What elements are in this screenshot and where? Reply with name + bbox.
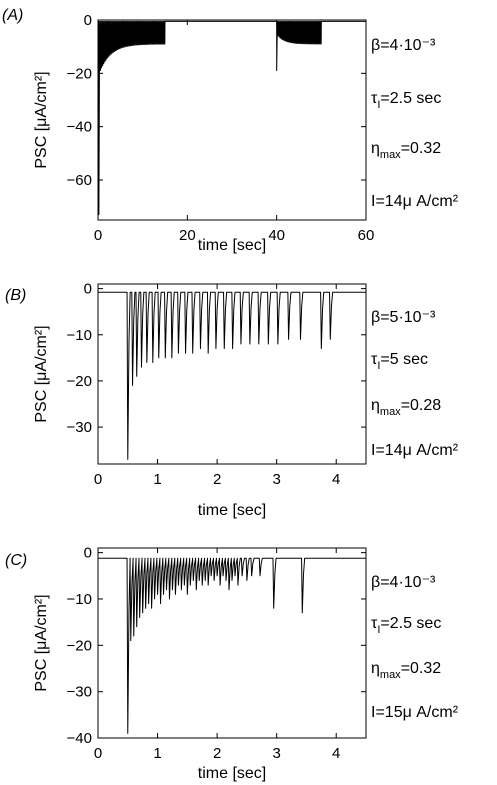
y-tick-label: −10	[67, 591, 92, 608]
y-tick-label: −30	[67, 419, 92, 436]
param-current: I=14μ A/cm²	[371, 442, 459, 459]
x-tick-label: 3	[272, 471, 280, 488]
x-axis-label: time [sec]	[198, 237, 266, 254]
panel-label: (A)	[2, 7, 23, 24]
x-tick-label: 60	[358, 227, 375, 244]
y-axis-label: PSC [μA/cm²]	[33, 594, 50, 691]
y-tick-label: 0	[84, 281, 92, 298]
y-tick-label: −40	[67, 730, 92, 747]
y-tick-label: −60	[67, 172, 92, 189]
x-tick-label: 2	[213, 745, 221, 762]
param-current: I=14μ A/cm²	[371, 193, 459, 210]
param-eta-max: ηmax=0.32	[371, 140, 441, 161]
psc-trace-C	[98, 557, 366, 734]
x-tick-label: 0	[94, 471, 102, 488]
param-beta: β=5·10⁻³	[371, 309, 436, 326]
y-tick-label: −20	[67, 637, 92, 654]
y-tick-label: −20	[67, 373, 92, 390]
y-tick-label: 0	[84, 12, 92, 29]
param-eta-max: ηmax=0.28	[371, 397, 441, 418]
y-tick-label: −30	[67, 684, 92, 701]
y-tick-label: −10	[67, 327, 92, 344]
y-tick-label: −20	[67, 65, 92, 82]
psc-trace-A	[98, 20, 366, 216]
panel-A: 0 20 40 60 0 −20 −40 −60 time [sec] PSC [μA/cm²] (…	[2, 7, 459, 254]
param-eta-max: ηmax=0.32	[371, 660, 441, 681]
x-tick-label: 1	[153, 745, 161, 762]
y-tick-label: −40	[67, 119, 92, 136]
param-tau: τI=5 sec	[371, 351, 428, 372]
panel-label: (C)	[5, 552, 27, 569]
param-beta: β=4·10⁻³	[371, 37, 436, 54]
panel-B: 0 1 2 3 4 0 −10 −20 −30 time [sec] PSC [μA/cm²] (B)…	[5, 281, 459, 519]
y-axis-label: PSC [μA/cm²]	[33, 325, 50, 422]
param-beta: β=4·10⁻³	[371, 574, 436, 591]
x-tick-label: 1	[153, 471, 161, 488]
x-tick-label: 2	[213, 471, 221, 488]
y-axis-label: PSC [μA/cm²]	[33, 71, 50, 168]
y-tick-label: 0	[84, 545, 92, 562]
x-tick-label: 3	[272, 745, 280, 762]
psc-trace-B	[98, 291, 366, 460]
axes-frame-A	[97, 19, 367, 221]
x-tick-label: 4	[332, 471, 340, 488]
x-tick-label: 40	[268, 227, 285, 244]
param-tau: τI=2.5 sec	[371, 90, 441, 111]
x-tick-label: 0	[94, 745, 102, 762]
x-tick-label: 4	[332, 745, 340, 762]
x-tick-label: 0	[94, 227, 102, 244]
x-axis-label: time [sec]	[198, 502, 266, 519]
param-tau: τI=2.5 sec	[371, 615, 441, 636]
panel-C: 0 1 2 3 4 0 −10 −20 −30 −40 time [sec] PSC [μA/cm²]…	[5, 545, 459, 782]
x-axis-label: time [sec]	[198, 765, 266, 782]
x-tick-label: 20	[179, 227, 196, 244]
axes-frame-C	[97, 547, 367, 739]
axes-frame-B	[97, 283, 367, 465]
param-current: I=15μ A/cm²	[371, 704, 459, 721]
panel-label: (B)	[5, 287, 26, 304]
